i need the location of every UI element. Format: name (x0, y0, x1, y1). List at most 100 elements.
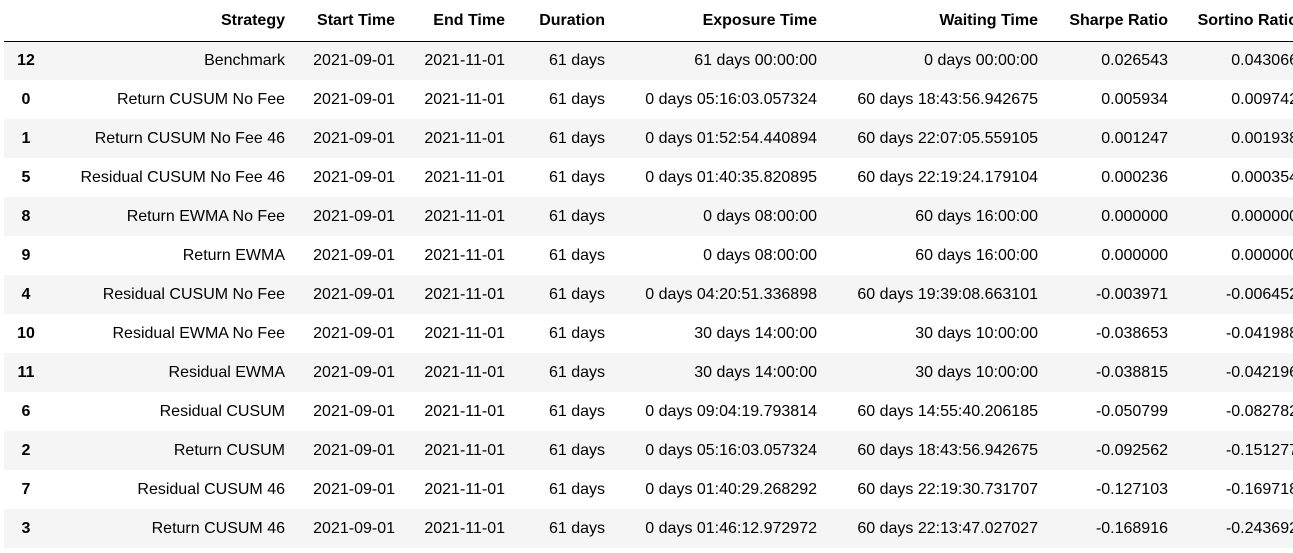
cell-duration: 61 days (548, 51, 605, 69)
cell-exposure-time: 30 days 14:00:00 (694, 324, 817, 342)
cell-start-time: 2021-09-01 (313, 51, 395, 69)
cell-sharpe-ratio: -0.038815 (1095, 363, 1168, 381)
cell-exposure-time: 0 days 08:00:00 (703, 207, 817, 225)
cell-strategy: Return CUSUM No Fee (116, 90, 285, 108)
cell-duration: 61 days (548, 129, 605, 147)
cell-sortino-ratio: -0.006452 (1225, 285, 1293, 303)
cell-sortino-ratio: 0.009742 (1231, 90, 1293, 108)
table-body: 12 Benchmark 2021-09-01 2021-11-01 61 da… (4, 41, 1293, 548)
cell-sharpe-ratio: -0.127103 (1095, 480, 1168, 498)
cell-strategy: Benchmark (204, 51, 285, 69)
cell-sharpe-ratio: 0.000000 (1101, 246, 1168, 264)
cell-start-time: 2021-09-01 (313, 402, 395, 420)
cell-strategy: Residual CUSUM No Fee 46 (80, 168, 285, 186)
cell-exposure-time: 0 days 01:40:35.820895 (645, 168, 817, 186)
row-index: 5 (21, 168, 31, 186)
cell-start-time: 2021-09-01 (313, 168, 395, 186)
header-row: Strategy Start Time End Time Duration Ex… (4, 2, 1293, 42)
row-index: 11 (17, 363, 35, 381)
cell-strategy: Residual EWMA (168, 363, 285, 381)
table-header: Strategy Start Time End Time Duration Ex… (4, 2, 1293, 42)
results-dataframe: Strategy Start Time End Time Duration Ex… (4, 2, 1293, 548)
row-index: 2 (21, 441, 31, 459)
row-index: 3 (21, 519, 31, 537)
cell-duration: 61 days (548, 207, 605, 225)
cell-sharpe-ratio: -0.168916 (1095, 519, 1168, 537)
cell-sortino-ratio: -0.169718 (1225, 480, 1293, 498)
cell-strategy: Residual EWMA No Fee (112, 324, 285, 342)
cell-start-time: 2021-09-01 (313, 324, 395, 342)
cell-strategy: Return EWMA No Fee (126, 207, 285, 225)
cell-duration: 61 days (548, 285, 605, 303)
header-sortino-ratio: Sortino Ratio (1176, 2, 1293, 42)
row-index: 9 (21, 246, 31, 264)
cell-duration: 61 days (548, 402, 605, 420)
cell-waiting-time: 60 days 16:00:00 (915, 207, 1038, 225)
cell-end-time: 2021-11-01 (424, 324, 505, 342)
table-row: 8 Return EWMA No Fee 2021-09-01 2021-11-… (4, 197, 1293, 236)
cell-duration: 61 days (548, 246, 605, 264)
cell-sharpe-ratio: -0.092562 (1095, 441, 1168, 459)
cell-sharpe-ratio: -0.038653 (1095, 324, 1168, 342)
row-index: 8 (21, 207, 31, 225)
table-row: 0 Return CUSUM No Fee 2021-09-01 2021-11… (4, 80, 1293, 119)
cell-sharpe-ratio: 0.005934 (1101, 90, 1168, 108)
cell-start-time: 2021-09-01 (313, 90, 395, 108)
cell-waiting-time: 60 days 18:43:56.942675 (857, 441, 1038, 459)
cell-sharpe-ratio: -0.050799 (1095, 402, 1168, 420)
cell-end-time: 2021-11-01 (424, 207, 505, 225)
cell-start-time: 2021-09-01 (313, 519, 395, 537)
table-row: 10 Residual EWMA No Fee 2021-09-01 2021-… (4, 314, 1293, 353)
header-exposure-time: Exposure Time (613, 2, 825, 42)
header-strategy: Strategy (48, 2, 293, 42)
cell-sortino-ratio: 0.043066 (1231, 51, 1293, 69)
cell-exposure-time: 0 days 08:00:00 (703, 246, 817, 264)
cell-waiting-time: 30 days 10:00:00 (915, 363, 1038, 381)
cell-end-time: 2021-11-01 (424, 51, 505, 69)
cell-waiting-time: 60 days 18:43:56.942675 (857, 90, 1038, 108)
cell-sortino-ratio: -0.243692 (1225, 519, 1293, 537)
cell-waiting-time: 60 days 19:39:08.663101 (857, 285, 1038, 303)
cell-exposure-time: 0 days 01:46:12.972972 (645, 519, 817, 537)
cell-sharpe-ratio: 0.026543 (1101, 51, 1168, 69)
cell-waiting-time: 60 days 16:00:00 (915, 246, 1038, 264)
cell-start-time: 2021-09-01 (313, 441, 395, 459)
cell-strategy: Residual CUSUM 46 (137, 480, 285, 498)
cell-start-time: 2021-09-01 (313, 129, 395, 147)
cell-exposure-time: 30 days 14:00:00 (694, 363, 817, 381)
cell-duration: 61 days (548, 441, 605, 459)
cell-strategy: Return CUSUM (173, 441, 285, 459)
cell-sortino-ratio: 0.000000 (1231, 207, 1293, 225)
table-row: 11 Residual EWMA 2021-09-01 2021-11-01 6… (4, 353, 1293, 392)
cell-sortino-ratio: -0.151277 (1225, 441, 1293, 459)
cell-strategy: Return CUSUM 46 (151, 519, 285, 537)
cell-start-time: 2021-09-01 (313, 246, 395, 264)
cell-waiting-time: 30 days 10:00:00 (915, 324, 1038, 342)
cell-duration: 61 days (548, 363, 605, 381)
cell-end-time: 2021-11-01 (424, 480, 505, 498)
table-row: 6 Residual CUSUM 2021-09-01 2021-11-01 6… (4, 392, 1293, 431)
cell-sharpe-ratio: 0.000000 (1101, 207, 1168, 225)
cell-sharpe-ratio: -0.003971 (1095, 285, 1168, 303)
cell-duration: 61 days (548, 168, 605, 186)
table-row: 9 Return EWMA 2021-09-01 2021-11-01 61 d… (4, 236, 1293, 275)
cell-sharpe-ratio: 0.001247 (1101, 129, 1168, 147)
table-row: 12 Benchmark 2021-09-01 2021-11-01 61 da… (4, 41, 1293, 80)
cell-sharpe-ratio: 0.000236 (1101, 168, 1168, 186)
cell-end-time: 2021-11-01 (424, 129, 505, 147)
cell-end-time: 2021-11-01 (424, 168, 505, 186)
header-start-time: Start Time (293, 2, 403, 42)
table-row: 2 Return CUSUM 2021-09-01 2021-11-01 61 … (4, 431, 1293, 470)
cell-end-time: 2021-11-01 (424, 519, 505, 537)
header-end-time: End Time (403, 2, 513, 42)
cell-duration: 61 days (548, 90, 605, 108)
cell-waiting-time: 60 days 22:19:30.731707 (857, 480, 1038, 498)
cell-sortino-ratio: 0.000354 (1231, 168, 1293, 186)
cell-duration: 61 days (548, 519, 605, 537)
cell-exposure-time: 0 days 05:16:03.057324 (645, 90, 817, 108)
cell-exposure-time: 0 days 01:40:29.268292 (645, 480, 817, 498)
cell-exposure-time: 0 days 09:04:19.793814 (645, 402, 817, 420)
cell-strategy: Residual CUSUM (159, 402, 285, 420)
cell-duration: 61 days (548, 324, 605, 342)
cell-end-time: 2021-11-01 (424, 90, 505, 108)
